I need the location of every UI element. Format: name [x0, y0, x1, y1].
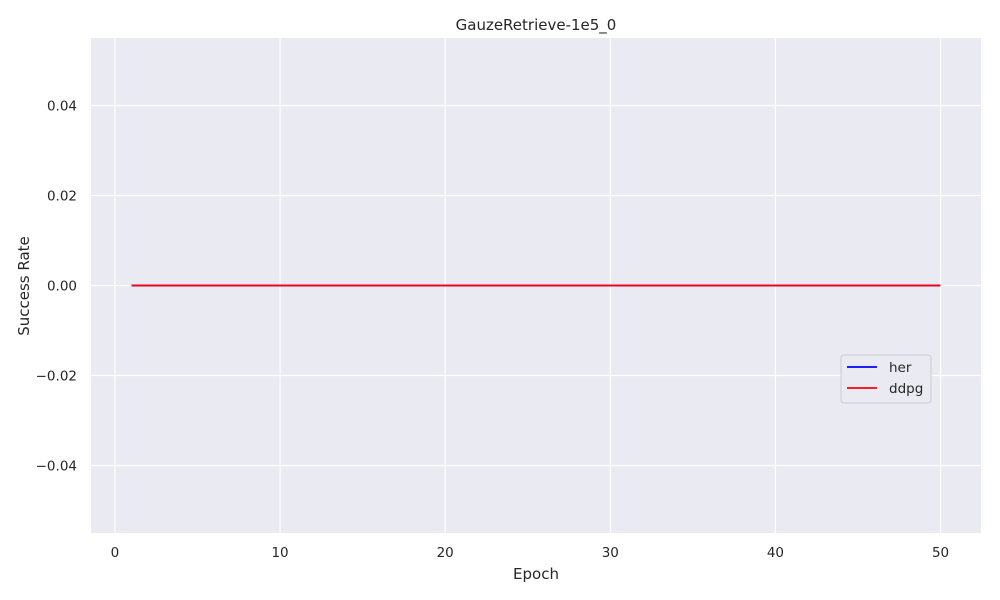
y-tick-label: 0.02: [47, 189, 77, 205]
y-tick-label: 0.04: [47, 99, 77, 115]
chart-title: GauzeRetrieve-1e5_0: [456, 16, 617, 35]
x-tick-label: 10: [271, 545, 288, 561]
y-tick-label: −0.02: [36, 369, 77, 385]
tick-labels: 0 10 20 30 40 50 −0.04 −0.02 0.00 0.02 0.04: [36, 99, 950, 562]
legend: her ddpg: [840, 354, 932, 404]
y-axis-label: Success Rate: [15, 236, 33, 336]
x-axis-label: Epoch: [513, 565, 559, 583]
x-tick-label: 20: [437, 545, 454, 561]
x-tick-label: 50: [932, 545, 949, 561]
legend-label-her: her: [889, 360, 912, 376]
legend-label-ddpg: ddpg: [889, 381, 923, 397]
y-tick-label: 0.00: [47, 279, 77, 295]
y-tick-label: −0.04: [36, 459, 77, 475]
x-tick-label: 30: [602, 545, 619, 561]
x-tick-label: 0: [111, 545, 120, 561]
x-tick-label: 40: [767, 545, 784, 561]
